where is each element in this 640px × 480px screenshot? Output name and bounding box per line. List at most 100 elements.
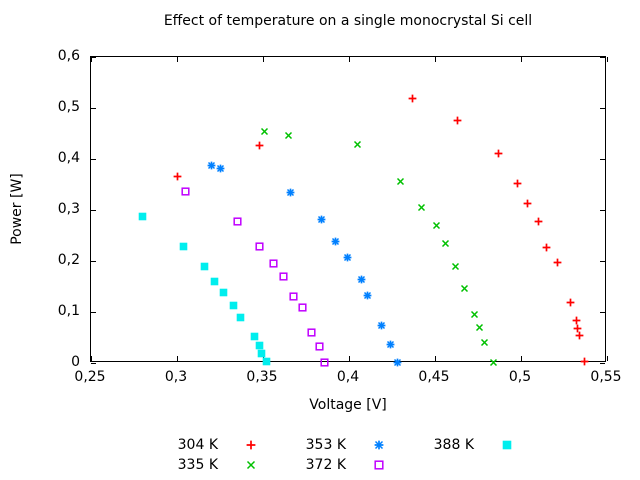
data-point-372-k — [307, 328, 316, 337]
data-point-372-k — [269, 258, 278, 268]
data-point-388-k — [250, 333, 259, 341]
data-point-353-k — [331, 237, 340, 246]
legend-entry-304-k: 304 K — [128, 435, 256, 454]
data-point-388-k — [229, 302, 238, 310]
data-point-335-k — [354, 140, 362, 148]
chart-title: Effect of temperature on a single monocr… — [163, 13, 533, 29]
data-point-304-k — [494, 149, 503, 158]
asterisk-icon — [354, 440, 384, 450]
data-point-372-k — [279, 272, 288, 281]
x-tick-label: 0,25 — [74, 369, 106, 385]
data-point-335-k — [452, 262, 460, 270]
y-tick-label: 0,1 — [57, 303, 80, 319]
data-point-304-k — [572, 316, 580, 325]
data-point-304-k — [173, 172, 181, 181]
tick-mark — [91, 209, 96, 211]
legend-grid: 304 K 353 K 388 K 335 K 372 K — [128, 435, 512, 474]
data-point-353-k — [317, 215, 326, 224]
axis-ticks-layer — [90, 56, 608, 364]
data-point-304-k — [408, 94, 417, 103]
data-point-304-k — [553, 258, 562, 266]
data-point-335-k — [476, 324, 484, 332]
data-point-335-k — [417, 204, 425, 212]
y-tick-label: 0,4 — [57, 150, 80, 166]
y-tick-label: 0,6 — [57, 48, 80, 64]
tick-mark — [434, 57, 436, 62]
data-point-353-k — [357, 275, 365, 284]
data-point-353-k — [364, 291, 372, 300]
x-tick-label: 0,4 — [336, 369, 360, 385]
legend-label: 304 K — [177, 436, 218, 453]
data-points-layer — [91, 57, 605, 367]
tick-mark — [600, 56, 605, 58]
tick-mark — [91, 158, 96, 160]
data-point-335-k — [433, 222, 441, 230]
tick-mark — [600, 260, 605, 262]
x-tick-label: 0,55 — [590, 369, 622, 385]
legend-label: 388 K — [433, 436, 474, 453]
data-point-304-k — [575, 332, 584, 340]
data-point-388-k — [211, 278, 219, 286]
x-tick-label: 0,3 — [164, 369, 188, 385]
data-point-353-k — [343, 254, 352, 262]
data-point-304-k — [580, 358, 589, 366]
data-point-388-k — [180, 242, 188, 251]
tick-mark — [176, 356, 178, 361]
tick-mark — [600, 209, 605, 211]
data-point-304-k — [453, 116, 462, 125]
tick-mark — [91, 311, 96, 313]
legend-label: 335 K — [177, 456, 218, 473]
tick-mark — [91, 362, 96, 364]
legend-label: 353 K — [305, 436, 346, 453]
legend: 304 K 353 K 388 K 335 K 372 K — [0, 435, 640, 474]
data-point-372-k — [298, 303, 307, 312]
data-point-335-k — [481, 338, 489, 346]
data-point-304-k — [513, 180, 522, 188]
data-point-388-k — [255, 341, 264, 349]
data-point-304-k — [542, 243, 551, 252]
data-point-335-k — [441, 239, 449, 247]
tick-mark — [600, 107, 605, 109]
data-point-335-k — [397, 178, 405, 186]
x-tick-label: 0,5 — [508, 369, 532, 385]
tick-mark — [606, 57, 608, 62]
data-point-388-k — [236, 313, 245, 321]
data-point-372-k — [181, 187, 190, 196]
legend-entry-372-k: 372 K — [256, 455, 384, 474]
data-point-353-k — [207, 161, 216, 170]
open-square-icon — [354, 459, 384, 470]
tick-mark — [520, 57, 522, 62]
legend-entry-388-k: 388 K — [384, 435, 512, 454]
data-point-372-k — [289, 292, 299, 301]
data-point-304-k — [255, 141, 264, 150]
data-point-353-k — [216, 164, 224, 173]
filled-square-icon — [482, 440, 512, 450]
data-point-388-k — [138, 212, 147, 220]
cross-icon — [226, 460, 256, 470]
data-point-353-k — [393, 358, 402, 367]
tick-mark — [600, 311, 605, 313]
data-point-388-k — [200, 262, 209, 270]
x-tick-label: 0,35 — [246, 369, 278, 385]
tick-mark — [176, 57, 178, 62]
data-point-335-k — [285, 132, 293, 140]
tick-mark — [348, 57, 350, 62]
data-point-372-k — [315, 342, 324, 351]
data-point-304-k — [566, 298, 575, 307]
x-tick-label: 0,45 — [418, 369, 450, 385]
legend-entry-335-k: 335 K — [128, 455, 256, 474]
tick-mark — [606, 356, 608, 361]
y-tick-label: 0,2 — [57, 252, 80, 268]
legend-label: 372 K — [305, 456, 346, 473]
plus-icon — [226, 440, 256, 450]
data-point-372-k — [255, 242, 264, 251]
data-point-388-k — [219, 288, 228, 296]
data-point-304-k — [573, 324, 582, 333]
tick-mark — [262, 57, 264, 62]
data-point-353-k — [286, 188, 295, 197]
data-point-372-k — [320, 358, 329, 367]
plot-area — [90, 56, 608, 367]
legend-entry-353-k: 353 K — [256, 435, 384, 454]
tick-mark — [90, 356, 92, 361]
